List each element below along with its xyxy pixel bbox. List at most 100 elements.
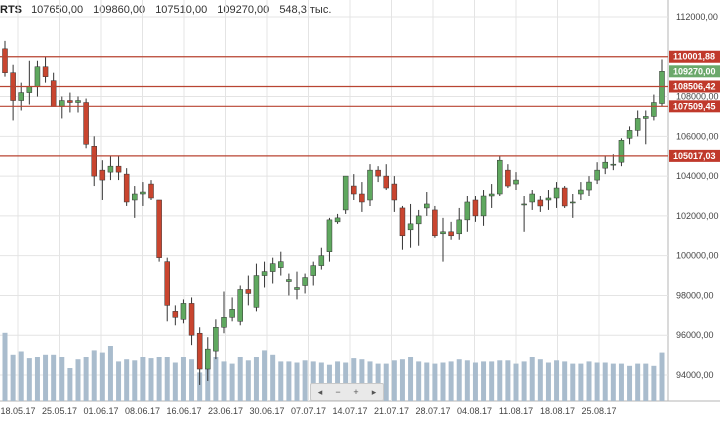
volume-bar [75, 359, 81, 401]
candle-body[interactable] [342, 175, 349, 211]
candle-body[interactable] [643, 116, 649, 119]
candle-body[interactable] [594, 169, 600, 181]
candle-body[interactable] [334, 217, 341, 223]
candle-body[interactable] [237, 289, 243, 322]
y-tick-label: 106000,00 [676, 131, 719, 141]
candle-body[interactable] [245, 289, 252, 294]
chevron-right-icon[interactable]: ▸ [371, 386, 377, 397]
candle-body[interactable] [67, 100, 73, 103]
candle-body[interactable] [34, 66, 41, 87]
candle-body[interactable] [464, 201, 471, 221]
candle-body[interactable] [221, 317, 227, 328]
candle-body[interactable] [302, 277, 308, 286]
candle-body[interactable] [513, 179, 519, 185]
candle-body[interactable] [42, 66, 49, 77]
volume-bar [59, 357, 65, 401]
candle-body[interactable] [188, 303, 195, 336]
candle-body[interactable] [196, 332, 203, 370]
candle-body[interactable] [610, 163, 617, 166]
candle-body[interactable] [99, 169, 106, 181]
plus-icon[interactable]: + [353, 387, 359, 397]
candle-body[interactable] [326, 219, 333, 252]
candle-body[interactable] [253, 275, 260, 308]
candle-body[interactable] [213, 327, 219, 352]
candle-body[interactable] [480, 195, 487, 217]
volume-bar [335, 361, 341, 401]
candle-body[interactable] [75, 100, 81, 103]
volume-bar [383, 363, 389, 401]
candle-body[interactable] [367, 169, 373, 201]
candle-body[interactable] [472, 199, 479, 217]
candle-body[interactable] [488, 193, 495, 197]
candle-body[interactable] [634, 118, 641, 131]
candle-body[interactable] [561, 187, 568, 207]
candle-body[interactable] [391, 183, 398, 201]
candle-body[interactable] [399, 207, 406, 237]
candle-body[interactable] [278, 261, 284, 268]
candle-body[interactable] [107, 165, 114, 173]
candle-body[interactable] [59, 100, 65, 107]
candle-body[interactable] [407, 223, 414, 231]
candle-body[interactable] [424, 203, 430, 209]
candle-body[interactable] [570, 201, 576, 204]
candle-body[interactable] [448, 231, 454, 237]
candle-body[interactable] [115, 165, 122, 173]
candle-body[interactable] [537, 199, 544, 207]
candle-body[interactable] [415, 215, 422, 225]
candle-body[interactable] [351, 185, 357, 195]
candle-body[interactable] [529, 193, 535, 203]
candle-body[interactable] [553, 187, 560, 199]
candle-body[interactable] [50, 80, 57, 107]
candle-body[interactable] [359, 193, 365, 203]
candle-body[interactable] [26, 86, 33, 93]
candle-body[interactable] [83, 102, 89, 145]
candle-body[interactable] [172, 311, 179, 318]
candle-body[interactable] [497, 159, 503, 195]
candle-body[interactable] [18, 92, 24, 101]
level-label-bg [669, 100, 720, 113]
candle-body[interactable] [2, 48, 8, 73]
candle-body[interactable] [148, 183, 154, 199]
candle-body[interactable] [180, 303, 187, 320]
volume-bar [237, 357, 243, 401]
chart-navigator[interactable]: ◂ − + ▸ [310, 383, 384, 401]
candle-body[interactable] [286, 279, 292, 282]
candle-body[interactable] [432, 209, 438, 237]
candle-body[interactable] [132, 193, 138, 201]
candle-body[interactable] [383, 175, 389, 189]
candle-body[interactable] [505, 169, 511, 187]
candle-body[interactable] [659, 71, 665, 104]
volume-bar [399, 359, 405, 401]
candle-body[interactable] [586, 181, 592, 191]
candle-body[interactable] [651, 102, 657, 117]
minus-icon[interactable]: − [335, 387, 341, 397]
volume-bar [529, 357, 535, 401]
candle-body[interactable] [521, 203, 527, 206]
candle-body[interactable] [618, 140, 625, 163]
candle-body[interactable] [456, 219, 462, 235]
volume-bar [213, 357, 219, 401]
candle-body[interactable] [261, 271, 268, 276]
x-tick-label: 18.05.17 [0, 406, 35, 416]
candle-body[interactable] [375, 169, 381, 177]
chevron-left-icon[interactable]: ◂ [317, 386, 323, 397]
x-tick-label: 25.05.17 [42, 406, 77, 416]
candle-body[interactable] [578, 189, 584, 195]
candle-body[interactable] [156, 199, 162, 258]
candle-body[interactable] [440, 231, 446, 235]
candle-body[interactable] [205, 348, 211, 370]
candle-body[interactable] [164, 261, 170, 306]
candle-body[interactable] [269, 263, 276, 272]
candle-body[interactable] [318, 255, 325, 266]
candle-body[interactable] [310, 265, 316, 276]
candle-body[interactable] [626, 130, 633, 139]
candle-body[interactable] [91, 146, 97, 177]
candle-body[interactable] [140, 191, 146, 195]
candle-body[interactable] [294, 287, 300, 290]
candle-body[interactable] [123, 173, 130, 203]
candle-body[interactable] [229, 309, 235, 318]
candle-body[interactable] [602, 161, 608, 169]
candle-body[interactable] [545, 197, 552, 201]
